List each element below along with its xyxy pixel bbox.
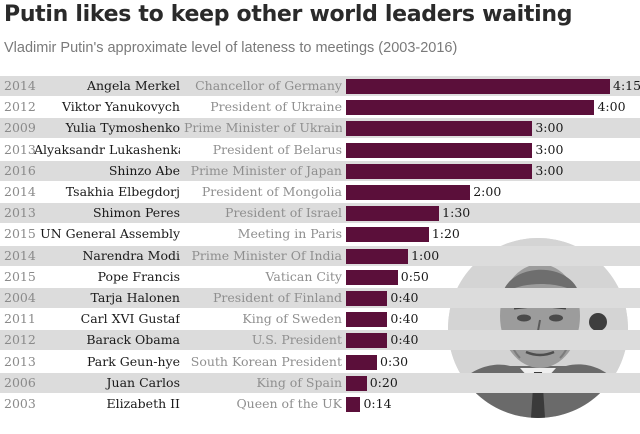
row-year: 2013 (4, 141, 36, 157)
bar-value-label: 3:00 (535, 141, 564, 157)
row-year: 2015 (4, 226, 36, 242)
row-leader-name: Angela Merkel (86, 78, 180, 93)
bar-value-label: 0:40 (390, 290, 419, 305)
row-leader-role: Prime Minister of Ukraine (184, 120, 342, 136)
row-leader-name: Elizabeth II (106, 396, 180, 411)
bar-value-label: 0:50 (400, 268, 429, 284)
chart-subtitle: Vladimir Putin's approximate level of la… (4, 40, 458, 56)
chart-row: 2014 Angela Merkel Chancellor of Germany 4:… (0, 76, 640, 96)
lateness-bar (346, 248, 409, 264)
row-leader-role: President of Belarus (212, 141, 342, 157)
bar-value-label: 1:30 (442, 205, 471, 221)
lateness-bar (346, 163, 533, 179)
chart-title: Putin likes to keep other world leaders … (4, 2, 573, 27)
row-year: 2011 (4, 311, 36, 327)
lateness-bar (346, 121, 533, 137)
chart-row: 2013 Alyaksandr Lukashenka President of Be… (0, 140, 640, 160)
row-year: 2014 (4, 247, 36, 263)
bar-value-label: 3:00 (535, 120, 564, 136)
bar-value-label: 0:20 (369, 374, 398, 390)
row-year: 2014 (4, 184, 36, 199)
row-year: 2012 (4, 332, 36, 348)
bar-value-label: 2:00 (473, 184, 502, 199)
row-leader-name: Carl XVI Gustaf (80, 311, 180, 327)
row-leader-name: Juan Carlos (106, 374, 180, 390)
row-year: 2015 (4, 268, 36, 284)
row-leader-name: Tarja Halonen (90, 290, 180, 305)
row-year: 2016 (4, 162, 36, 178)
chart-row: 2014 Narendra Modi Prime Minister Of India… (0, 245, 640, 266)
bar-value-label: 0:30 (380, 353, 409, 369)
row-year: 2006 (4, 374, 36, 390)
lateness-bar (346, 354, 378, 370)
row-leader-name: Shinzo Abe (108, 162, 180, 178)
row-year: 2013 (4, 353, 36, 369)
lateness-bar (346, 206, 440, 222)
lateness-bar (346, 312, 388, 328)
row-leader-name: Narendra Modi (82, 247, 180, 263)
row-leader-name: UN General Assembly (40, 226, 180, 242)
row-leader-name: Viktor Yanukovych (62, 99, 180, 115)
lateness-bar (346, 375, 367, 391)
chart-row: 2013 Shimon Peres President of Israel 1:30 (0, 203, 640, 224)
bar-value-label: 3:00 (535, 162, 564, 178)
row-leader-name: Park Geun-hye (86, 353, 180, 369)
chart-row: 2014 Tsakhia Elbegdorj President of Mongol… (0, 182, 640, 202)
lateness-bar (346, 100, 595, 116)
row-leader-role: Vatican City (265, 268, 342, 284)
bar-value-label: 0:40 (390, 311, 419, 327)
row-leader-role: South Korean President (190, 353, 342, 369)
chart-row: 2016 Shinzo Abe Prime Minister of Japan 3:0… (0, 160, 640, 181)
row-leader-name: Barack Obama (86, 332, 180, 348)
lateness-bar (346, 185, 471, 200)
row-leader-role: President of Mongolia (201, 184, 342, 199)
bar-value-label: 4:15 (613, 78, 640, 93)
row-year: 2004 (4, 290, 36, 305)
row-leader-role: Prime Minister Of India (191, 247, 342, 263)
lateness-bar (346, 333, 388, 349)
bar-value-label: 4:00 (597, 99, 626, 115)
row-leader-role: Prime Minister of Japan (190, 162, 342, 178)
chart-row: 2006 Juan Carlos King of Spain 0:20 (0, 372, 640, 393)
lateness-bar (346, 227, 429, 243)
lateness-bar (346, 291, 388, 306)
row-leader-name: Yulia Tymoshenko (65, 120, 180, 136)
bar-value-label: 1:00 (411, 247, 440, 263)
row-leader-role: President of Ukraine (210, 99, 342, 115)
chart-row: 2012 Barack Obama U.S. President 0:40 (0, 330, 640, 351)
row-leader-name: Pope Francis (97, 268, 180, 284)
row-year: 2013 (4, 205, 36, 221)
row-year: 2012 (4, 99, 36, 115)
row-leader-role: President of Finland (213, 290, 342, 305)
lateness-bar (346, 397, 361, 412)
bar-value-label: 1:20 (431, 226, 460, 242)
row-leader-role: King of Spain (256, 374, 342, 390)
row-year: 2003 (4, 396, 36, 411)
row-leader-name: Shimon Peres (92, 205, 180, 221)
chart-row: 2015 Pope Francis Vatican City 0:50 (0, 267, 640, 287)
chart-row: 2003 Elizabeth II Queen of the UK 0:14 (0, 394, 640, 414)
chart-row: 2009 Yulia Tymoshenko Prime Minister of Uk… (0, 118, 640, 139)
row-leader-name: Tsakhia Elbegdorj (65, 184, 180, 199)
row-leader-role: Queen of the UK (236, 396, 342, 411)
row-leader-role: Meeting in Paris (237, 226, 342, 242)
row-year: 2014 (4, 78, 36, 93)
lateness-bar (346, 269, 398, 285)
row-leader-role: Chancellor of Germany (195, 78, 342, 93)
lateness-bar-chart: 2014 Angela Merkel Chancellor of Germany 4:… (0, 76, 640, 416)
chart-row: 2015 UN General Assembly Meeting in Paris 1… (0, 224, 640, 244)
bar-value-label: 0:40 (390, 332, 419, 348)
lateness-bar (346, 79, 610, 94)
chart-row: 2011 Carl XVI Gustaf King of Sweden 0:40 (0, 309, 640, 329)
chart-row: 2004 Tarja Halonen President of Finland 0:4… (0, 288, 640, 308)
row-leader-role: U.S. President (251, 332, 342, 348)
row-leader-role: President of Israel (225, 205, 342, 221)
row-year: 2009 (4, 120, 36, 136)
chart-row: 2013 Park Geun-hye South Korean President 0… (0, 352, 640, 372)
row-leader-name: Alyaksandr Lukashenka (34, 141, 180, 157)
row-leader-role: King of Sweden (242, 311, 342, 327)
chart-row: 2012 Viktor Yanukovych President of Ukrain… (0, 97, 640, 117)
lateness-bar (346, 142, 533, 158)
bar-value-label: 0:14 (363, 396, 392, 411)
